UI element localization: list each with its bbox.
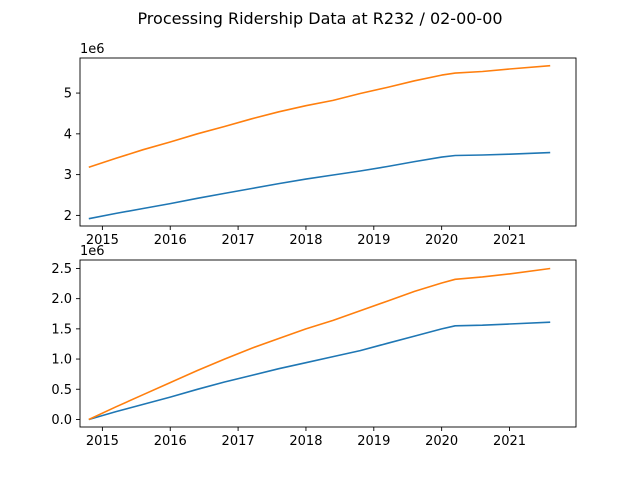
y-tick-label: 1.5 (51, 322, 72, 337)
y-tick-label: 2.5 (51, 262, 72, 277)
x-tick-label: 2020 (425, 233, 458, 248)
y-tick-label: 1.0 (51, 353, 72, 368)
x-tick-label: 2016 (154, 434, 187, 449)
figure-title: Processing Ridership Data at R232 / 02-0… (137, 9, 502, 28)
series-line-2 (88, 64, 551, 169)
bottom-subplot: 2015 2016 2017 2018 2019 2020 2021 0.0 0.5 1.0 1.5… (51, 244, 577, 449)
x-tick-label: 2019 (357, 233, 390, 248)
x-tick-label: 2015 (86, 434, 119, 449)
series-line-1 (88, 151, 551, 220)
y-tick-label: 0.0 (51, 413, 72, 428)
axes-frame (79, 57, 577, 227)
x-tick-label: 2021 (493, 434, 526, 449)
y-tick-label: 2.0 (51, 292, 72, 307)
x-tick-label: 2015 (86, 233, 119, 248)
axes-frame (79, 259, 577, 428)
y-tick-label: 5 (64, 87, 72, 102)
y-tick-label: 2 (64, 209, 72, 224)
x-tick-label: 2017 (222, 434, 255, 449)
x-tick-label: 2018 (289, 434, 322, 449)
x-tick-label: 2017 (222, 233, 255, 248)
top-subplot: 2015 2016 2017 2018 2019 2020 2021 2 3 4 5 1e6 (64, 42, 577, 248)
series-line-1 (88, 321, 551, 421)
y-offset-label: 1e6 (80, 42, 105, 57)
y-tick-label: 4 (64, 127, 72, 142)
x-tick-label: 2021 (493, 233, 526, 248)
x-tick-label: 2018 (289, 233, 322, 248)
x-tick-label: 2016 (154, 233, 187, 248)
series-line-2 (88, 267, 551, 421)
y-offset-label: 1e6 (80, 244, 105, 259)
y-tick-label: 3 (64, 168, 72, 183)
x-tick-label: 2020 (425, 434, 458, 449)
x-tick-label: 2019 (357, 434, 390, 449)
y-tick-label: 0.5 (51, 383, 72, 398)
